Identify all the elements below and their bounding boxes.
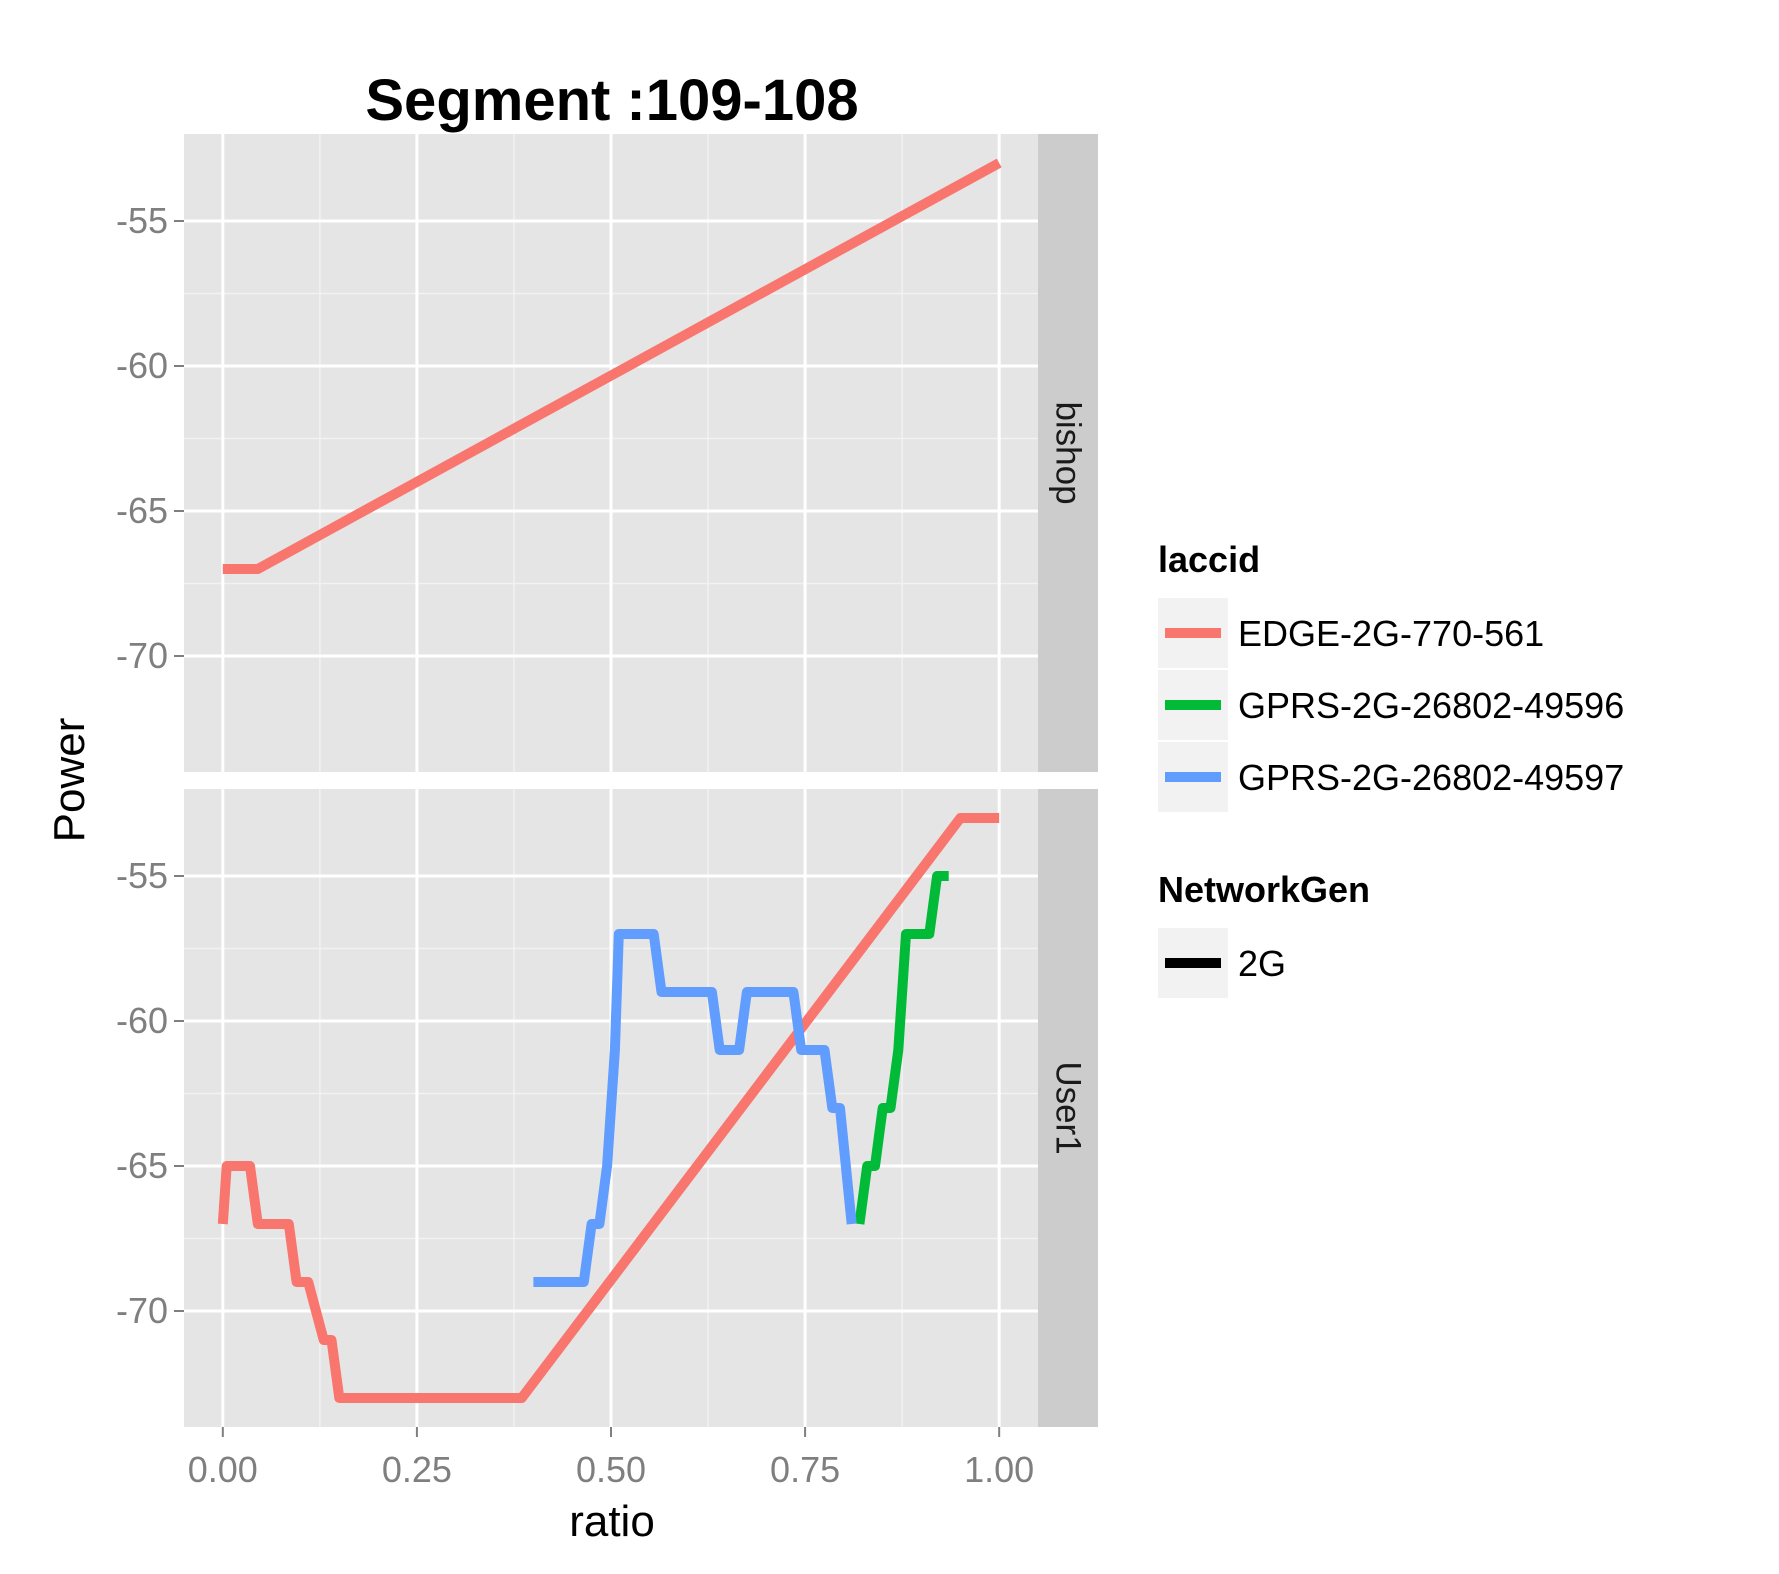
y-tick-label: -60 (116, 1000, 168, 1041)
x-tick-label: 1.00 (964, 1449, 1034, 1490)
legend-laccid: laccid EDGE-2G-770-561 GPRS-2G-26802-49596… (1158, 539, 1624, 812)
facet-panel-User1: -70 -65 -60 -55 User1 (116, 789, 1098, 1427)
x-tick-label: 0.75 (770, 1449, 840, 1490)
y-axis-title: Power (45, 718, 94, 843)
series-line-GPRS-2G-26802-49596 (854, 871, 949, 1225)
legend-entry-label: EDGE-2G-770-561 (1238, 613, 1544, 654)
y-tick-label: -55 (116, 855, 168, 896)
facet-strip-label: bishop (1049, 401, 1088, 504)
legend-entry-label: GPRS-2G-26802-49597 (1238, 757, 1624, 798)
chart-title: Segment :109-108 (365, 68, 858, 133)
facet-strip (1038, 134, 1098, 772)
y-tick-label: -60 (116, 345, 168, 386)
legend-entry-label: GPRS-2G-26802-49596 (1238, 685, 1624, 726)
y-tick-label: -55 (116, 200, 168, 241)
facet-panel-bishop: -70 -65 -60 -55 bishop (116, 134, 1098, 772)
facet-panels: -70 -65 -60 -55 bishop -70 -65 -60 -55 User1 (116, 134, 1098, 1427)
x-tick-label: 0.25 (382, 1449, 452, 1490)
legends: laccid EDGE-2G-770-561 GPRS-2G-26802-49596… (1158, 539, 1624, 998)
facet-strip (1038, 789, 1098, 1427)
x-axis: 0.00 0.25 0.50 0.75 1.00 (188, 1427, 1034, 1490)
series-line-GPRS-2G-26802-49597 (533, 929, 857, 1287)
y-tick-label: -65 (116, 490, 168, 531)
legend-NetworkGen: NetworkGen 2G (1158, 869, 1370, 998)
facet-strip-label: User1 (1049, 1061, 1088, 1154)
legend-entry-label: 2G (1238, 943, 1286, 984)
x-axis-title: ratio (569, 1497, 655, 1546)
legend-title: NetworkGen (1158, 869, 1370, 910)
x-tick-label: 0.00 (188, 1449, 258, 1490)
y-tick-label: -70 (116, 1290, 168, 1331)
y-tick-label: -65 (116, 1145, 168, 1186)
series-line-EDGE-2G-770-561 (222, 158, 1002, 574)
x-tick-label: 0.50 (576, 1449, 646, 1490)
y-tick-label: -70 (116, 635, 168, 676)
legend-title: laccid (1158, 539, 1260, 580)
series-line-EDGE-2G-770-561 (217, 813, 1000, 1403)
